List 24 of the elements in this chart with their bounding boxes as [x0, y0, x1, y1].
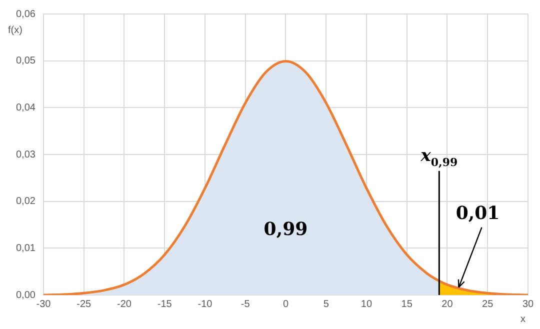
x-tick-label: 20 [442, 298, 454, 310]
y-tick-label: 0,05 [16, 56, 36, 67]
x-tick-label: -30 [36, 298, 52, 310]
x-tick-label: 0 [282, 298, 289, 310]
x-tick-label: 25 [482, 298, 494, 310]
annotation: 0,99 [264, 219, 308, 240]
y-axis-title: f(x) [8, 24, 22, 36]
x-tick-label: -10 [198, 298, 213, 310]
y-tick-label: 0,03 [16, 149, 36, 160]
x-tick-label: 10 [360, 298, 372, 310]
x-tick-label: -15 [157, 298, 172, 310]
y-tick-label: 0,02 [16, 196, 36, 208]
x-tick-label: -5 [240, 298, 250, 310]
x-tick-label: 30 [522, 298, 534, 310]
x-tick-label: -20 [116, 298, 132, 310]
x-tick-label: 15 [401, 298, 413, 310]
x-tick-label: -25 [76, 298, 92, 310]
x-tick-label: 5 [323, 298, 330, 310]
y-tick-label: 0,04 [16, 102, 36, 114]
x-axis-title: x [520, 314, 526, 325]
y-tick-label: 0,00 [16, 290, 36, 301]
y-tick-label: 0,01 [16, 242, 36, 254]
annotation: 0,01 [456, 203, 500, 224]
y-tick-label: 0,06 [16, 8, 36, 20]
